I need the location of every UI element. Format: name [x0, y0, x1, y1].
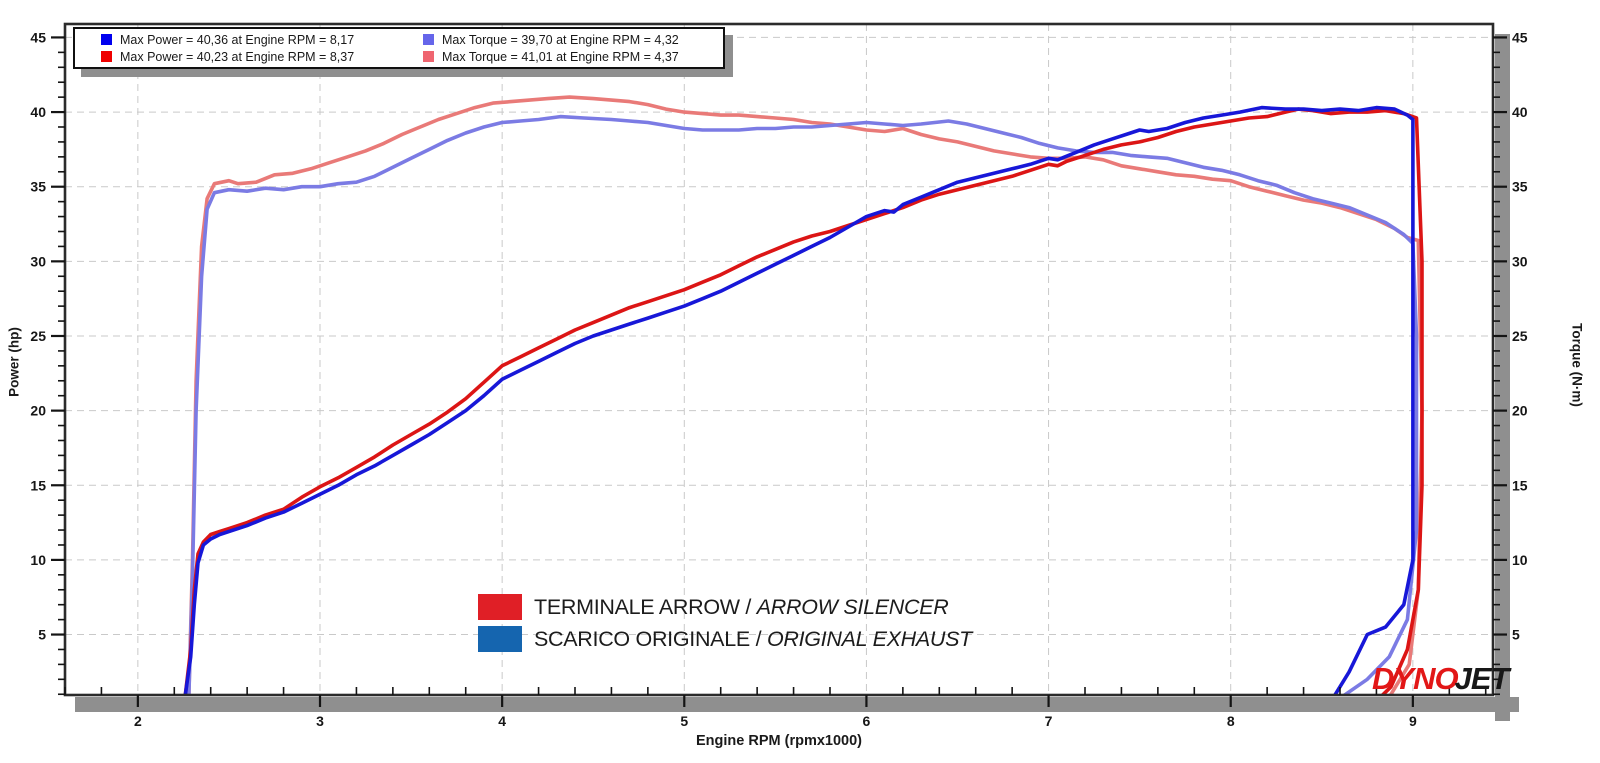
legend-swatch — [101, 34, 112, 45]
y-tick-label-left: 20 — [30, 403, 46, 419]
y-axis-title-torque: Torque (N·m) — [1569, 323, 1585, 407]
original-exhaust-label: SCARICO ORIGINALE / ORIGINAL EXHAUST — [534, 627, 972, 652]
x-tick-label: 6 — [863, 713, 871, 729]
frame-shadow-bottom — [75, 697, 1519, 712]
y-tick-label-right: 45 — [1512, 29, 1528, 45]
x-tick-label: 3 — [316, 713, 324, 729]
y-tick-label-right: 20 — [1512, 403, 1528, 419]
dynojet-logo: DYNOJET — [1372, 661, 1510, 697]
y-tick-label-right: 15 — [1512, 477, 1528, 493]
y-tick-label-left: 45 — [30, 29, 46, 45]
annotation-arrow-exhaust: TERMINALE ARROW / ARROW SILENCER — [478, 594, 949, 620]
arrow-exhaust-label-italic: ARROW SILENCER — [756, 594, 949, 619]
legend-item: Max Power = 40,23 at Engine RPM = 8,37 — [101, 50, 423, 64]
legend-swatch — [423, 34, 434, 45]
dynojet-logo-dyno: DYNO — [1372, 661, 1459, 696]
legend-label: Max Torque = 41,01 at Engine RPM = 4,37 — [442, 49, 679, 64]
plot-background — [65, 24, 1493, 695]
legend-label: Max Torque = 39,70 at Engine RPM = 4,32 — [442, 32, 679, 47]
legend-label: Max Power = 40,36 at Engine RPM = 8,17 — [120, 32, 355, 47]
y-tick-label-left: 10 — [30, 552, 46, 568]
x-tick-label: 2 — [134, 713, 142, 729]
original-exhaust-swatch — [478, 626, 522, 652]
x-tick-label: 9 — [1409, 713, 1417, 729]
arrow-exhaust-swatch — [478, 594, 522, 620]
series-group — [183, 95, 1424, 695]
x-tick-label: 7 — [1045, 713, 1053, 729]
y-tick-label-right: 25 — [1512, 328, 1528, 344]
x-tick-label: 5 — [680, 713, 688, 729]
original-exhaust-label-main: SCARICO ORIGINALE / — [534, 626, 767, 651]
dynojet-logo-jet: JET — [1454, 661, 1510, 696]
x-tick-label: 8 — [1227, 713, 1235, 729]
series-torque-arrow-pink — [187, 95, 1424, 695]
y-tick-label-right: 40 — [1512, 104, 1528, 120]
y-tick-label-left: 15 — [30, 477, 46, 493]
frame-shadow-right — [1495, 34, 1510, 721]
legend-swatch — [423, 51, 434, 62]
y-tick-label-left: 5 — [38, 627, 46, 643]
legend-item: Max Torque = 39,70 at Engine RPM = 4,32 — [423, 33, 719, 47]
axis-ticks — [51, 36, 1507, 707]
y-tick-label-left: 25 — [30, 328, 46, 344]
plot-frame — [63, 22, 1495, 697]
x-tick-label: 4 — [498, 713, 506, 729]
legend-box: Max Power = 40,36 at Engine RPM = 8,17 Ma… — [73, 27, 725, 69]
series-torque-original-purple — [187, 114, 1419, 695]
x-axis-title: Engine RPM (rpmx1000) — [696, 733, 862, 749]
y-axis-title-power: Power (hp) — [6, 327, 22, 397]
series-power-original-blue — [183, 105, 1415, 695]
annotation-original-exhaust: SCARICO ORIGINALE / ORIGINAL EXHAUST — [478, 626, 972, 652]
legend-item: Max Power = 40,36 at Engine RPM = 8,17 — [101, 33, 423, 47]
y-tick-label-left: 30 — [30, 253, 46, 269]
arrow-exhaust-label: TERMINALE ARROW / ARROW SILENCER — [534, 594, 949, 620]
y-tick-label-left: 35 — [30, 179, 46, 195]
legend-label: Max Power = 40,23 at Engine RPM = 8,37 — [120, 49, 355, 64]
arrow-exhaust-label-main: TERMINALE ARROW / — [534, 594, 757, 619]
y-tick-label-right: 30 — [1512, 253, 1528, 269]
legend-item: Max Torque = 41,01 at Engine RPM = 4,37 — [423, 50, 719, 64]
original-exhaust-label-italic: ORIGINAL EXHAUST — [766, 626, 973, 651]
y-tick-label-right: 10 — [1512, 552, 1528, 568]
y-tick-label-left: 40 — [30, 104, 46, 120]
legend-swatch — [101, 51, 112, 62]
y-tick-label-right: 5 — [1512, 627, 1520, 643]
y-tick-label-right: 35 — [1512, 179, 1528, 195]
